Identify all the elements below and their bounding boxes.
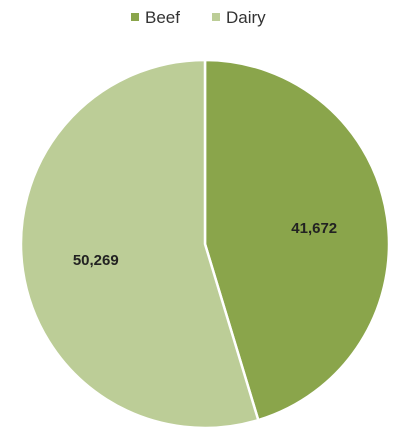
pie-slice-dairy (19, 58, 260, 428)
data-label-beef: 41,672 (291, 220, 337, 237)
pie-slices (19, 58, 391, 428)
pie-slice-beef (203, 58, 391, 422)
data-label-dairy: 50,269 (73, 252, 119, 269)
legend-swatch-dairy (212, 13, 220, 21)
legend-swatch-beef (131, 13, 139, 21)
legend-label-dairy: Dairy (226, 8, 266, 27)
chart-legend: Beef Dairy (131, 8, 266, 27)
legend-label-beef: Beef (145, 8, 180, 27)
pie-data-labels: 41,672 50,269 (73, 220, 337, 269)
